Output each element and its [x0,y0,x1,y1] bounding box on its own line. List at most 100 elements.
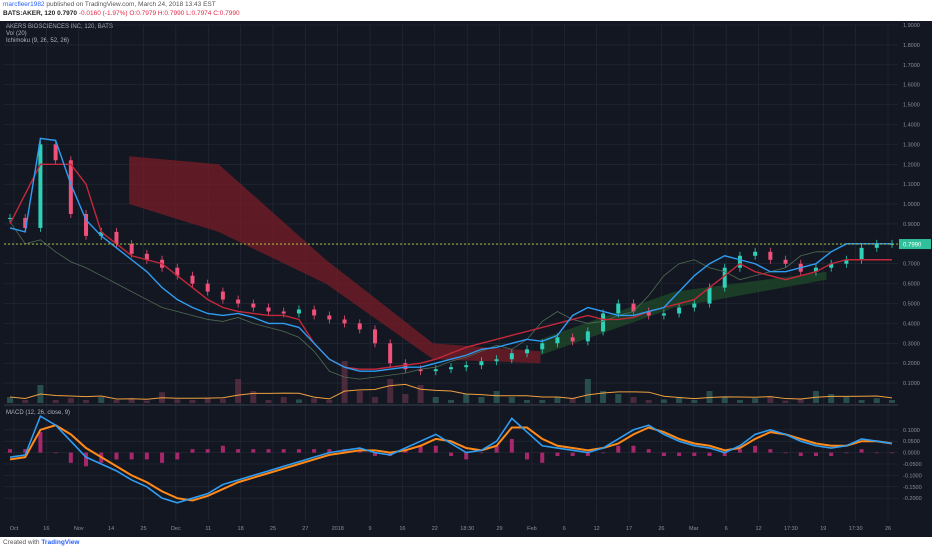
macd-histogram-bar [844,452,849,454]
candle-body [753,251,758,256]
time-tick-label: 19 [820,526,826,532]
created-with: Created with TradingView [3,539,79,546]
candle-body [251,303,256,308]
time-tick-label: 6 [725,526,728,532]
price-tick-label: 1.5000 [903,103,920,109]
candle-body [601,313,606,332]
last-price-tag [899,239,931,250]
price-tick-label: 1.3000 [903,142,920,148]
time-tick-label: 11 [205,526,211,532]
candle-body [312,309,317,316]
volume-bar [143,400,150,403]
macd-histogram-bar [753,445,758,453]
volume-bar [341,361,348,403]
time-tick-label: Dec [171,526,181,532]
macd-histogram-bar [783,452,788,454]
volume-bar [600,391,607,403]
time-tick-label: Nov [74,526,84,532]
volume-bar [554,397,561,403]
time-tick-label: 12 [594,526,600,532]
volume-bars [7,361,895,403]
macd-histogram-bar [84,452,89,467]
time-tick-label: 18:30 [460,526,474,532]
macd-histogram-bar [494,445,499,453]
time-tick-label: 2018 [332,526,344,532]
conversion-line [9,137,892,372]
candle-body [737,255,742,268]
candle-body [53,144,58,161]
macd-tick-label: 0.1000 [903,428,920,434]
macd-tick-label: -0.1500 [903,485,922,491]
macd-histogram-bar [509,438,514,453]
candle-body [372,329,377,344]
price-tick-label: 0.1000 [903,381,920,387]
macd-histogram-bar [433,445,438,453]
macd-histogram-bar [372,452,377,457]
candle-body [68,160,73,214]
macd-histogram-bar [585,452,590,457]
candle-body [722,267,727,288]
macd-signal-line [9,424,893,502]
price-tick-label: 1.4000 [903,122,920,128]
change-value: -0.0160 (-1.97%) [78,10,128,17]
time-axis: Oct 16 Nov 14 25 Dec 11 18 25 27 2018 9 16 22 18:30 29 F… [10,526,891,532]
candle-body [236,299,241,304]
volume-bar [67,398,74,403]
candle-body [464,365,469,368]
time-tick-label: 29 [496,526,502,532]
volume-bar [889,400,895,403]
author-link[interactable]: marcfleer1982 [3,1,45,8]
price-tick-label: 1.8000 [903,43,920,49]
volume-bar [797,399,804,403]
candle-body [175,267,180,276]
volume-bar [356,391,363,403]
candle-body [84,214,89,236]
price-tick-label: 1.1000 [903,182,920,188]
macd-tick-label: -0.2000 [903,496,922,502]
time-tick-label: Mar [689,526,699,532]
volume-bar [402,394,409,403]
macd-histogram-bar [296,449,301,453]
macd-histogram-bar [114,452,119,460]
macd-histogram-bar [525,452,530,460]
candle-body [844,259,849,264]
candle-body [388,343,393,364]
macd-histogram-bar [464,452,469,460]
price-tick-label: 1.9000 [903,23,920,29]
volume-bar [584,379,591,403]
candle-body [403,363,408,370]
candle-body [327,315,332,320]
time-tick-label: 17:30 [784,526,798,532]
candle-body [99,231,104,236]
volume-bar [128,398,135,403]
candle-body [220,291,225,300]
volume-bar [828,394,835,403]
candle-body [570,337,575,342]
cloud-segment [218,164,326,284]
volume-bar [417,385,424,403]
volume-bar [311,398,318,403]
macd-histogram-bar [646,449,651,453]
volume-bar [767,397,774,403]
footer: Created with TradingView [0,537,932,550]
price-tick-label: 1.2000 [903,162,920,168]
volume-bar [478,397,485,403]
candle-body [266,307,271,312]
volume-legend: Vol (20) [6,31,27,37]
macd-histogram-bar [312,449,317,453]
candle-body [357,323,362,330]
volume-bar [873,398,880,403]
macd-tick-label: 0.0000 [903,451,920,457]
macd-tick-label: 0.0500 [903,439,920,445]
tradingview-logo[interactable]: TradingView [41,539,80,546]
macd-histogram-bar [813,452,818,457]
volume-ma-line [9,383,893,400]
candle-body [874,243,879,248]
volume-bar [432,397,439,403]
base-line [9,163,892,370]
volume-bar [235,379,242,403]
candle-body [525,349,530,354]
volume-bar [52,400,59,403]
volume-bar [630,397,637,403]
chart-canvas[interactable]: 1.9000 1.8000 1.7000 1.6000 1.5000 1.4000 1.30… [0,21,932,537]
